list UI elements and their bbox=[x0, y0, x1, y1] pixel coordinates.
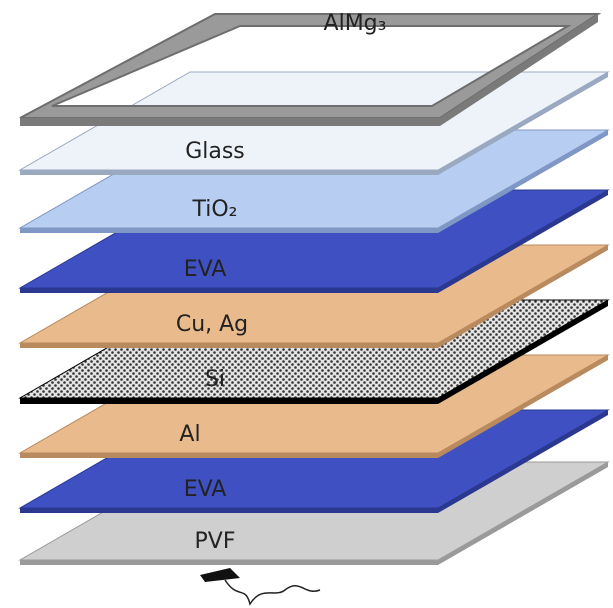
layers: PVF EVA Al Si Cu, Ag EVA TiO₂ Glass bbox=[18, 71, 610, 565]
layer-label: Cu, Ag bbox=[176, 312, 248, 337]
frame: AlMg₃ bbox=[19, 11, 602, 126]
layer-label: EVA bbox=[184, 257, 227, 282]
layer-label: Glass bbox=[185, 139, 245, 164]
wire bbox=[224, 579, 321, 606]
connector-box bbox=[200, 568, 240, 582]
layer-label: Al bbox=[179, 422, 200, 447]
layer-label: TiO₂ bbox=[191, 197, 237, 222]
layer-label: Si bbox=[205, 367, 225, 392]
layer-label: EVA bbox=[184, 477, 227, 502]
layer-label: PVF bbox=[195, 529, 236, 554]
connector bbox=[200, 568, 321, 606]
frame-label: AlMg₃ bbox=[324, 11, 387, 36]
